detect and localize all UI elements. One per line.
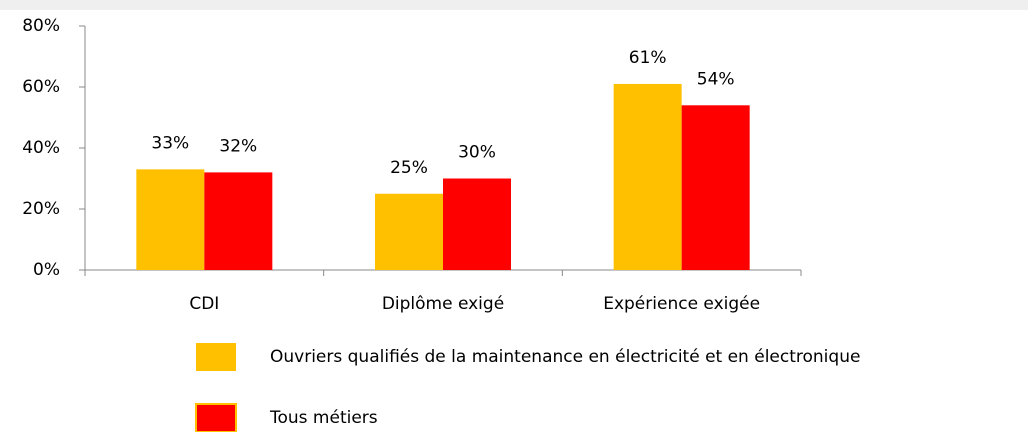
y-tick-label: 20% xyxy=(22,199,60,219)
legend-swatch xyxy=(196,343,236,371)
bar xyxy=(443,178,511,270)
data-label: 33% xyxy=(151,133,189,153)
bar xyxy=(136,169,205,270)
data-label: 25% xyxy=(390,158,428,178)
bar xyxy=(375,193,443,270)
bar xyxy=(681,105,750,270)
data-label: 54% xyxy=(697,69,735,89)
x-tick-label: Expérience exigée xyxy=(603,294,760,314)
y-tick-label: 0% xyxy=(33,260,60,280)
y-tick-label: 40% xyxy=(22,138,60,158)
y-tick-label: 60% xyxy=(22,77,60,97)
top-band xyxy=(0,0,1028,10)
legend-label: Tous métiers xyxy=(269,408,378,428)
legend-swatch xyxy=(195,403,237,432)
data-label: 30% xyxy=(458,143,496,163)
legend-label: Ouvriers qualifiés de la maintenance en … xyxy=(270,347,860,367)
y-tick-label: 80% xyxy=(22,16,60,36)
x-tick-label: Diplôme exigé xyxy=(382,294,504,314)
data-label: 61% xyxy=(629,48,667,68)
x-tick-label: CDI xyxy=(189,294,219,314)
data-label: 32% xyxy=(219,136,257,156)
bar xyxy=(204,172,273,270)
bar xyxy=(613,83,682,270)
